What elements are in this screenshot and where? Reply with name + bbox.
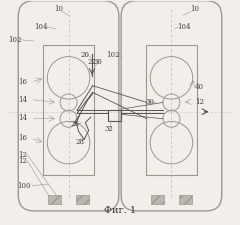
- Bar: [151, 195, 164, 204]
- Bar: [179, 195, 192, 204]
- Bar: [48, 195, 61, 204]
- Bar: [43, 45, 94, 175]
- Text: 16: 16: [18, 134, 27, 142]
- Text: 102: 102: [8, 36, 21, 44]
- Bar: [108, 110, 121, 121]
- Text: 10: 10: [54, 5, 63, 13]
- Text: 104: 104: [35, 23, 48, 31]
- Text: 14: 14: [18, 114, 27, 122]
- Text: 12: 12: [18, 151, 27, 159]
- Bar: [76, 195, 89, 204]
- Text: 40: 40: [195, 83, 204, 91]
- Text: Фиг. 1: Фиг. 1: [104, 206, 136, 215]
- Text: 16: 16: [18, 78, 27, 86]
- Text: 102: 102: [106, 51, 120, 59]
- Text: 32: 32: [105, 125, 114, 133]
- Text: 28: 28: [76, 138, 85, 146]
- Text: 30: 30: [146, 98, 155, 106]
- Text: 22: 22: [87, 58, 96, 65]
- Text: 30: 30: [94, 58, 102, 65]
- Text: 20: 20: [81, 51, 90, 59]
- Text: 10: 10: [190, 5, 199, 13]
- Bar: [146, 45, 197, 175]
- Text: 12: 12: [18, 157, 27, 164]
- Text: 100: 100: [18, 182, 31, 190]
- Text: 14: 14: [18, 96, 27, 104]
- Text: 104: 104: [177, 23, 191, 31]
- Text: 12: 12: [195, 98, 204, 106]
- Text: 26: 26: [70, 120, 79, 128]
